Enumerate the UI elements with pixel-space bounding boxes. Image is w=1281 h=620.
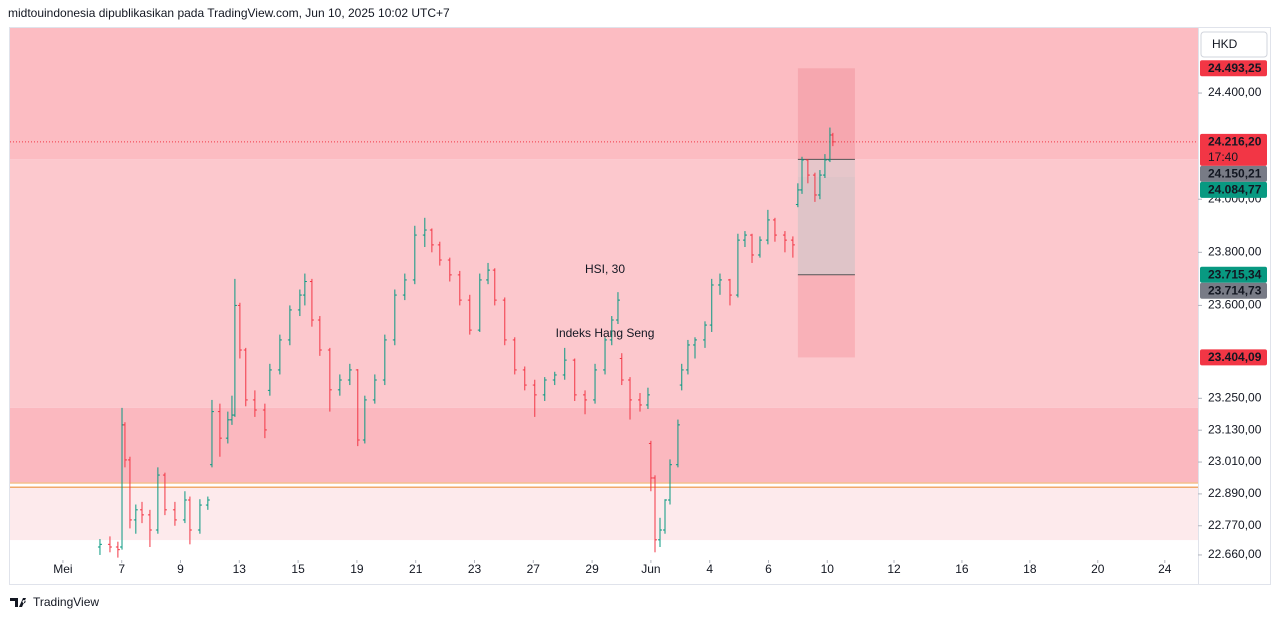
- y-tick-label: 22.890,00: [1208, 486, 1262, 500]
- header: midtouindonesia dipublikasikan pada Trad…: [8, 6, 450, 20]
- x-tick-label: 12: [887, 562, 901, 576]
- position-zone: [797, 159, 855, 177]
- price-label: 23.404,09: [1208, 350, 1262, 364]
- watermark-title: HSI, 30: [585, 262, 625, 276]
- zone: [10, 28, 1198, 160]
- x-tick-label: 15: [291, 562, 305, 576]
- x-tick-label: 21: [409, 562, 423, 576]
- x-tick-label: 7: [118, 562, 125, 576]
- y-tick-label: 24.400,00: [1208, 85, 1262, 99]
- x-tick-label: Mei: [53, 562, 72, 576]
- price-label-box: [1200, 165, 1267, 182]
- watermark-subtitle: Indeks Hang Seng: [556, 326, 655, 340]
- zone: [10, 159, 1198, 408]
- x-tick-label: Jun: [641, 562, 660, 576]
- price-label-box: [1200, 181, 1267, 198]
- x-tick-label: 27: [527, 562, 541, 576]
- y-tick-label: 23.250,00: [1208, 391, 1262, 405]
- price-label-note: 17:40: [1208, 150, 1238, 164]
- zone: [10, 407, 1198, 484]
- x-tick-label: 16: [955, 562, 969, 576]
- y-tick-label: 23.010,00: [1208, 454, 1262, 468]
- price-label: 24.216,20: [1208, 135, 1262, 149]
- y-tick-label: 22.770,00: [1208, 518, 1262, 532]
- overlay: 24.400,0024.000,0023.800,0023.600,0023.2…: [53, 28, 1268, 584]
- x-tick-label: 19: [350, 562, 364, 576]
- x-tick-label: 29: [585, 562, 599, 576]
- x-tick-label: 9: [177, 562, 184, 576]
- price-label-box: [1200, 266, 1267, 283]
- x-tick-label: 23: [468, 562, 482, 576]
- position-zone: [797, 274, 855, 358]
- price-label-box: [1200, 349, 1267, 366]
- footer-brand: TradingView: [33, 595, 99, 609]
- position-zone: [797, 68, 855, 160]
- price-label-box: [1200, 60, 1267, 77]
- x-tick-label: 6: [765, 562, 772, 576]
- price-label: 24.084,77: [1208, 183, 1262, 197]
- logo: TradingView: [10, 595, 99, 609]
- plot: HSI, 30 Indeks Hang Seng: [10, 28, 1198, 558]
- price-label-box: [1200, 282, 1267, 299]
- x-tick-label: 4: [706, 562, 713, 576]
- x-tick-label: 10: [821, 562, 835, 576]
- y-tick-label: 23.800,00: [1208, 244, 1262, 258]
- currency: HKD: [1212, 37, 1238, 51]
- x-tick-label: 20: [1091, 562, 1105, 576]
- currency-box: [1200, 31, 1268, 58]
- zone: [10, 488, 1198, 541]
- price-label: 23.714,73: [1208, 283, 1262, 297]
- x-tick-label: 18: [1023, 562, 1037, 576]
- price-label: 23.715,34: [1208, 267, 1262, 281]
- price-label-box: [1200, 133, 1267, 166]
- position-zone: [797, 176, 855, 275]
- x-tick-label: 13: [233, 562, 247, 576]
- price-label: 24.150,21: [1208, 167, 1262, 181]
- logo-icon: [10, 598, 26, 607]
- y-tick-label: 23.600,00: [1208, 298, 1262, 312]
- y-tick-label: 23.130,00: [1208, 422, 1262, 436]
- x-tick-label: 24: [1158, 562, 1172, 576]
- y-tick-label: 22.660,00: [1208, 547, 1262, 561]
- price-label: 24.493,25: [1208, 61, 1262, 75]
